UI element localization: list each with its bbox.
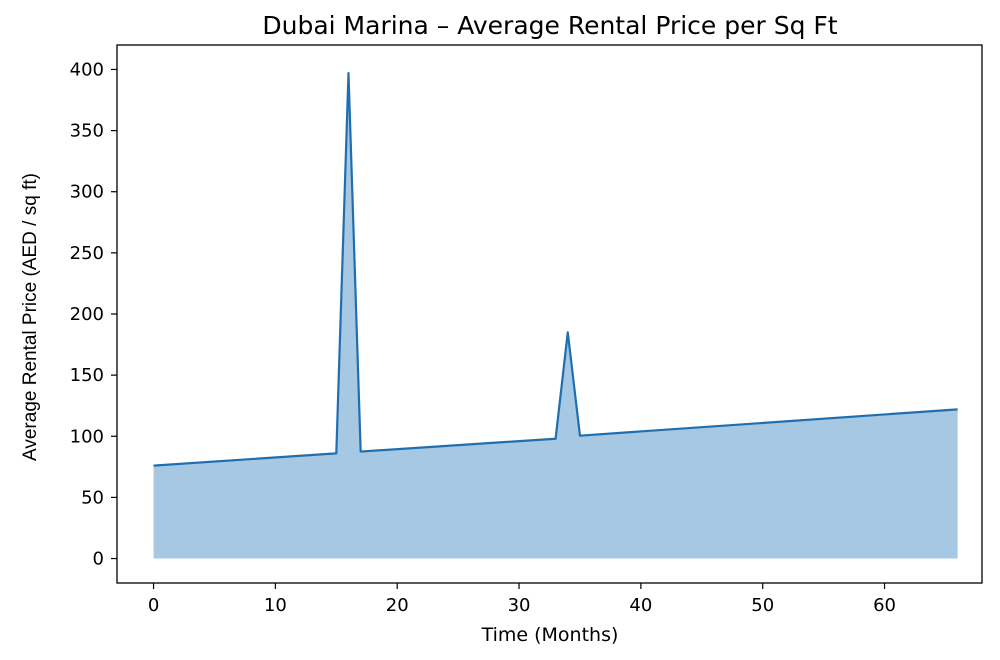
y-tick-label: 400 [70,59,104,80]
y-tick-label: 300 [70,182,104,203]
y-axis: 0 50 100 150 200 250 300 350 400 [70,59,117,570]
x-tick-label: 60 [873,595,896,616]
x-tick-label: 30 [508,595,531,616]
y-tick-label: 150 [70,365,104,386]
plot-area [153,72,958,559]
x-tick-label: 40 [629,595,652,616]
x-tick-label: 0 [148,595,159,616]
x-axis: 0 10 20 30 40 50 60 [148,583,896,616]
y-tick-label: 100 [70,426,104,447]
x-axis-label: Time (Months) [481,624,619,646]
y-tick-label: 350 [70,121,104,142]
series-line [153,72,958,467]
area-fill [153,73,958,559]
y-tick-label: 0 [93,549,104,570]
y-tick-label: 200 [70,304,104,325]
x-tick-label: 20 [386,595,409,616]
y-axis-label: Average Rental Price (AED / sq ft) [20,173,41,461]
x-tick-label: 50 [751,595,774,616]
chart-title: Dubai Marina – Average Rental Price per … [262,11,837,40]
y-tick-label: 50 [81,487,104,508]
y-tick-label: 250 [70,243,104,264]
x-tick-label: 10 [264,595,287,616]
